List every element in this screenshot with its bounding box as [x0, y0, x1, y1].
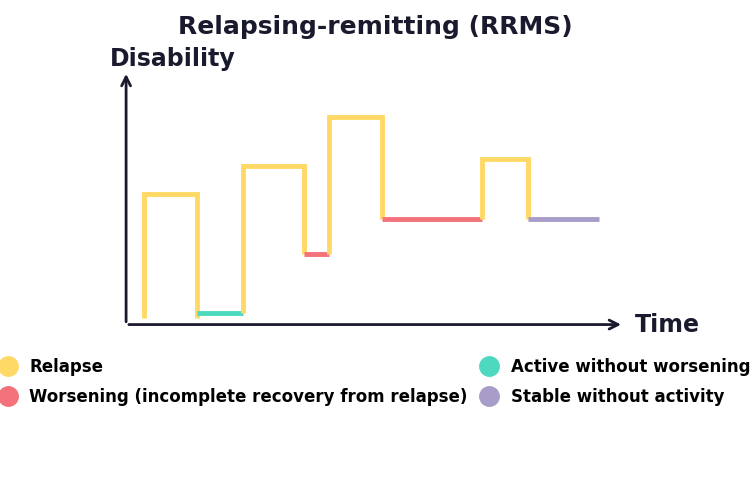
Title: Relapsing-remitting (RRMS): Relapsing-remitting (RRMS)	[178, 15, 572, 39]
Legend: Relapse, Worsening (incomplete recovery from relapse), Active without worsening,: Relapse, Worsening (incomplete recovery …	[0, 350, 750, 414]
Text: Disability: Disability	[110, 46, 236, 70]
Text: Time: Time	[634, 312, 700, 336]
